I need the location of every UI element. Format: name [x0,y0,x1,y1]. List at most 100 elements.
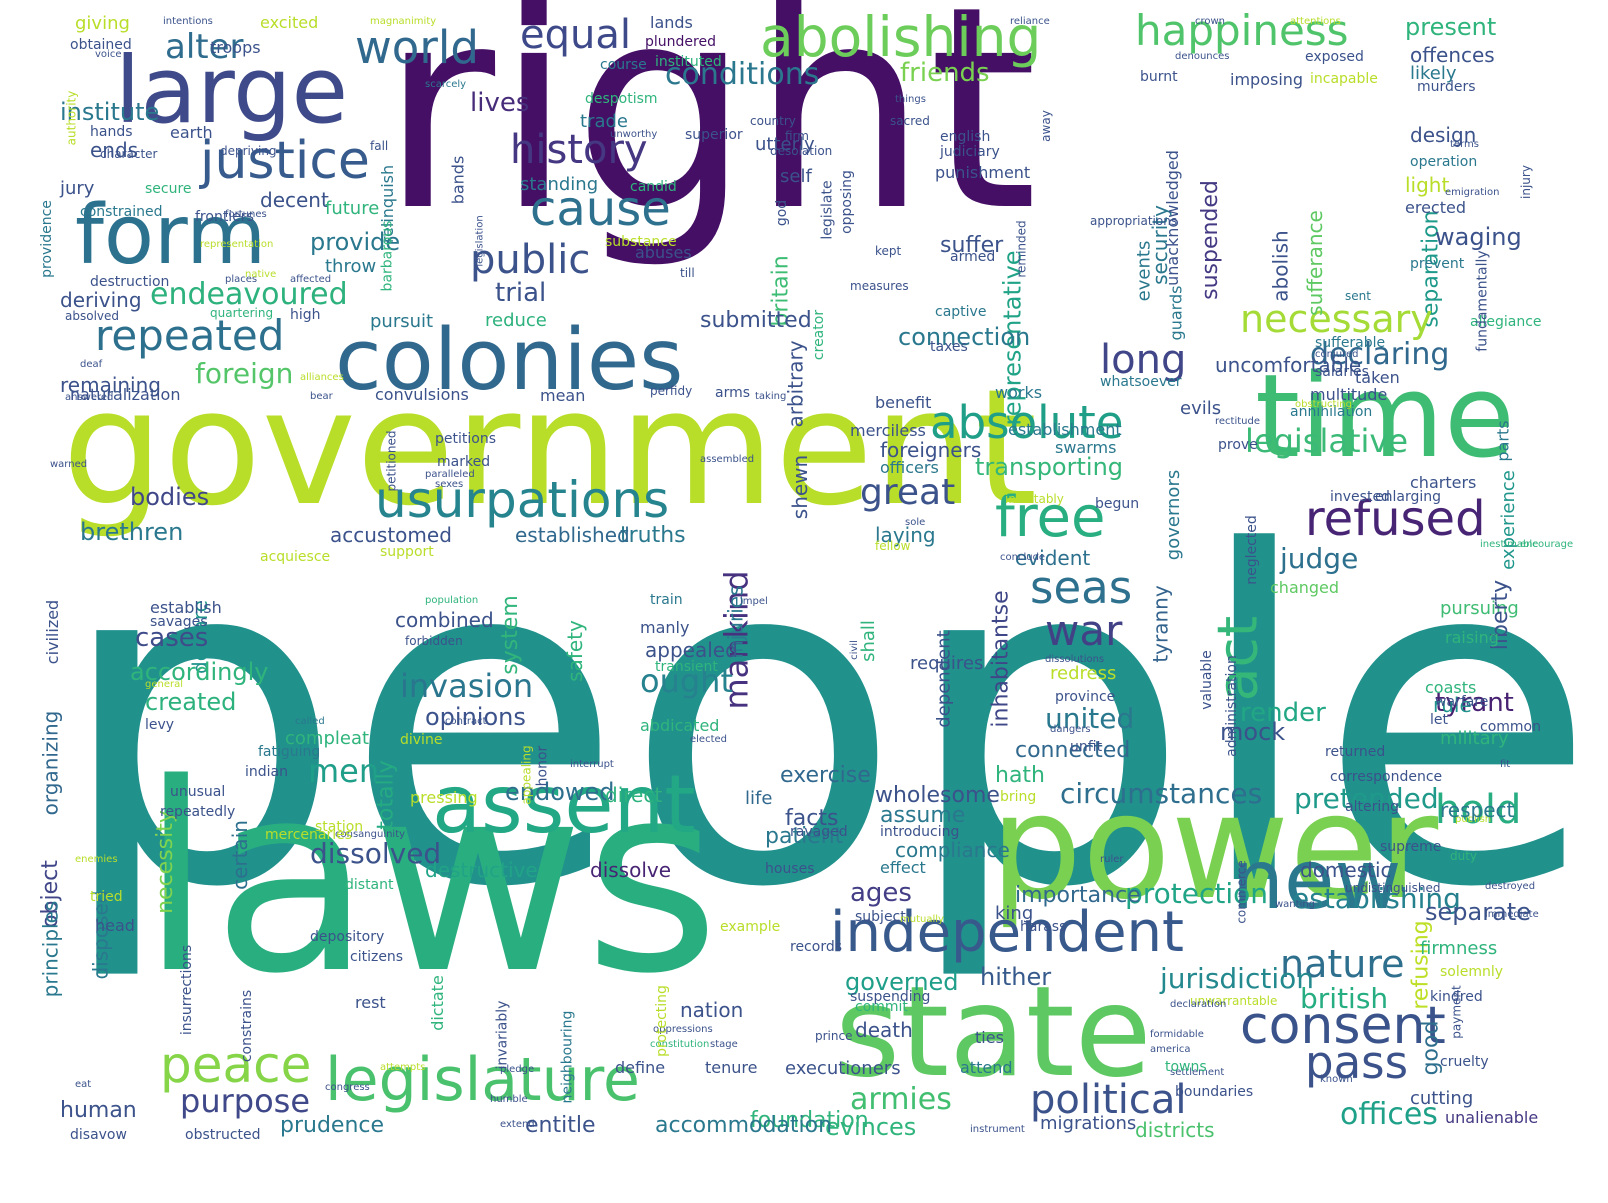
word-bodies: bodies [130,483,210,511]
word-assume: assume [880,803,966,828]
word-obstructing: obstructing [1295,399,1352,410]
word-indian: indian [245,764,288,780]
word-arms: arms [715,385,751,401]
word-obtained: obtained [70,37,132,53]
word-colonies: colonies [335,311,684,410]
word-bands: bands [447,155,467,204]
word-fortunes: fortunes [225,209,267,220]
word-suspending: suspending [850,989,931,1005]
word-conjured: conjured [1315,349,1359,360]
word-immediate: immediate [1485,909,1539,920]
word-necessity: necessity [152,810,178,914]
word-honor: honor [533,745,550,786]
word-pursuit: pursuit [370,311,434,332]
word-fatiguing: fatiguing [258,744,321,760]
word-absolved: absolved [65,309,119,323]
word-attempts: attempts [380,1062,426,1073]
word-stage: stage [710,1039,738,1050]
word-exercise: exercise [780,763,871,788]
word-depriving: depriving [220,144,277,158]
word-dangers: dangers [1050,724,1091,735]
word-humble: humble [490,1094,528,1105]
word-repeated: repeated [95,311,285,360]
word-multitude: multitude [1310,385,1388,404]
word-destruction: destruction [90,274,170,290]
word-begun: begun [1095,496,1140,512]
word-firmness: firmness [1420,938,1498,959]
word-supreme: supreme [1380,839,1442,855]
word-likely: likely [1410,63,1457,84]
word-consanguinity: consanguinity [335,829,406,840]
word-political: political [1030,1077,1187,1123]
word-lands: lands [650,13,693,32]
word-hither: hither [980,963,1052,991]
word-changed: changed [1270,578,1340,597]
word-kept: kept [875,244,902,258]
word-cutting: cutting [1410,1088,1474,1109]
word-rule: rule [1433,693,1472,717]
word-endowed: endowed [505,778,615,806]
word-plundered: plundered [645,34,716,50]
word-settlement: settlement [1170,1067,1225,1078]
word-representation: representation [200,239,274,250]
word-accordingly: accordingly [130,658,269,686]
word-wholesome: wholesome [875,783,1000,808]
word-abdicated: abdicated [640,716,720,735]
word-injury: injury [1518,165,1533,199]
word-sexes: sexes [435,479,464,490]
word-death: death [855,1018,913,1042]
word-dependent: dependent [933,629,955,728]
word-denounces: denounces [1175,51,1230,62]
word-abuses: abuses [635,243,692,262]
word-life: life [745,788,773,809]
word-compleat: compleat [285,728,370,749]
word-levy: levy [145,717,175,733]
word-trial: trial [495,278,547,308]
word-suffer: suffer [940,233,1004,258]
word-reduce: reduce [485,310,547,331]
word-publish: publish [1455,814,1492,825]
word-scarcely: scarcely [425,79,467,90]
word-affected: affected [290,274,332,285]
word-declaration: declaration [1170,999,1227,1010]
word-equal: equal [520,12,631,58]
word-deriving: deriving [60,288,142,312]
word-eat: eat [75,1079,92,1090]
word-things: things [895,94,926,105]
word-state: state [835,960,1152,1105]
word-bear: bear [310,391,333,402]
word-long: long [1100,337,1187,383]
word-safety: safety [562,620,587,682]
word-neighbouring: neighbouring [558,1010,575,1103]
word-independent: independent [830,900,1184,965]
word-paralleled: paralleled [425,469,475,480]
word-connection: connection [898,323,1031,351]
word-forbidden: forbidden [405,634,463,648]
word-king: king [995,903,1034,924]
word-appealed: appealed [645,638,738,662]
word-foreign: foreign [195,357,294,390]
word-right: right [380,0,1038,273]
word-charters: charters [1410,473,1477,492]
word-absolute: absolute [930,396,1124,449]
word-men: men [308,752,380,790]
word-raising: raising [1445,628,1499,647]
word-america: america [1150,1044,1191,1055]
word-province: province [1055,689,1116,705]
word-duty: duty [1450,849,1478,863]
word-ties: ties [975,1028,1004,1047]
word-encourage: encourage [1520,539,1574,550]
word-desolation: desolation [770,144,833,158]
word-prevent: prevent [1410,256,1465,272]
word-alter: alter [165,27,244,67]
word-sufferable: sufferable [1315,335,1386,351]
word-jurisdiction: jurisdiction [1160,962,1314,995]
word-convulsions: convulsions [375,385,469,404]
word-unfit: unfit [1070,739,1103,755]
word-guards: guards [1165,285,1185,340]
word-decent: decent [260,188,329,212]
word-neglected: neglected [1243,515,1260,585]
word-self: self [780,166,812,187]
word-wanting: wanting [1275,899,1316,910]
